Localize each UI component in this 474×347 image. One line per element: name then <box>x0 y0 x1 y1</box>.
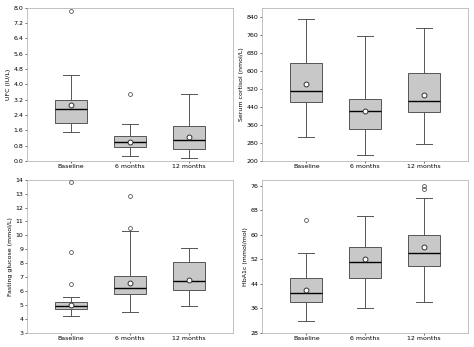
PathPatch shape <box>349 247 382 278</box>
Y-axis label: UFC (IU/L): UFC (IU/L) <box>6 69 10 100</box>
Y-axis label: Fasting glucose (mmol/L): Fasting glucose (mmol/L) <box>8 217 13 296</box>
PathPatch shape <box>55 100 87 122</box>
PathPatch shape <box>55 302 87 309</box>
PathPatch shape <box>290 278 322 302</box>
PathPatch shape <box>114 276 146 294</box>
PathPatch shape <box>114 136 146 147</box>
PathPatch shape <box>173 126 205 149</box>
PathPatch shape <box>290 63 322 102</box>
Y-axis label: Serum cortisol (nmol/L): Serum cortisol (nmol/L) <box>239 47 244 121</box>
PathPatch shape <box>408 235 440 265</box>
PathPatch shape <box>408 73 440 112</box>
PathPatch shape <box>173 262 205 290</box>
Y-axis label: HbA1c (mmol/mol): HbA1c (mmol/mol) <box>243 227 248 286</box>
PathPatch shape <box>349 99 382 129</box>
